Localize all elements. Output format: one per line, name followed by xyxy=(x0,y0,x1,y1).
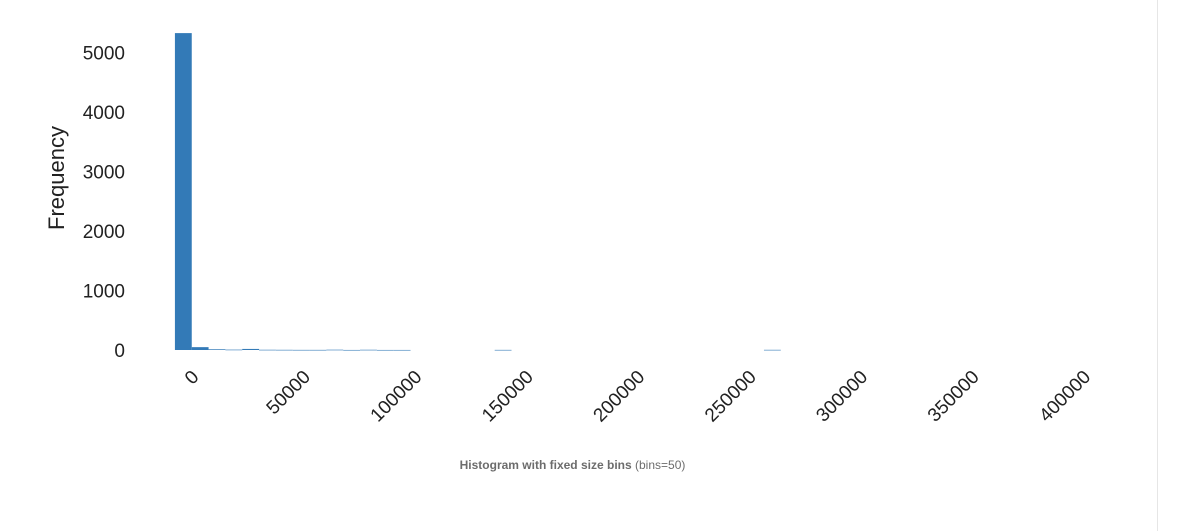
y-tick-label: 4000 xyxy=(83,103,125,124)
histogram-bar-9 xyxy=(326,349,344,351)
x-axis-ticks: 0 50000 100000 150000 200000 250000 300000 3500… xyxy=(181,367,1095,427)
y-tick-label: 5000 xyxy=(83,44,125,65)
caption-title: Histogram with fixed size bins xyxy=(459,458,632,472)
histogram-bar-11 xyxy=(360,349,377,351)
x-tick-label: 0 xyxy=(181,367,203,389)
histogram-bar-12 xyxy=(376,349,394,351)
x-tick-label: 350000 xyxy=(924,367,984,427)
x-tick-label: 300000 xyxy=(813,367,873,427)
histogram-bar-3 xyxy=(225,349,243,351)
panel-border xyxy=(1157,0,1158,531)
x-tick-label: 100000 xyxy=(367,367,427,427)
bars-group xyxy=(174,33,781,351)
histogram-bar-1 xyxy=(191,347,209,350)
histogram-bar-7 xyxy=(292,349,310,351)
y-axis-ticks: 0 1000 2000 3000 4000 5000 xyxy=(83,44,125,362)
x-tick-label: 150000 xyxy=(478,367,538,427)
histogram-bar-0 xyxy=(174,33,192,351)
x-tick-label: 250000 xyxy=(701,367,761,427)
histogram-bar-15 xyxy=(763,349,781,351)
histogram-bar-10 xyxy=(343,349,361,351)
histogram-bar-6 xyxy=(275,349,293,351)
histogram-bar-8 xyxy=(309,349,327,351)
histogram-chart: 0 1000 2000 3000 4000 5000 0 50000 100000 150000… xyxy=(44,33,1095,427)
histogram-bar-13 xyxy=(393,349,411,351)
histogram-bar-4 xyxy=(242,348,260,350)
y-tick-label: 0 xyxy=(114,341,125,362)
x-tick-label: 200000 xyxy=(590,367,650,427)
x-tick-label: 50000 xyxy=(263,367,315,419)
x-tick-label: 400000 xyxy=(1035,367,1095,427)
y-tick-label: 2000 xyxy=(83,222,125,243)
histogram-bar-14 xyxy=(494,349,512,351)
chart-caption: Histogram with fixed size bins (bins=50) xyxy=(0,458,1145,472)
histogram-bar-2 xyxy=(208,349,226,350)
y-axis-label: Frequency xyxy=(44,126,69,230)
y-tick-label: 1000 xyxy=(83,282,125,303)
y-tick-label: 3000 xyxy=(83,163,125,184)
caption-detail: (bins=50) xyxy=(635,458,686,472)
histogram-bar-5 xyxy=(259,349,276,351)
